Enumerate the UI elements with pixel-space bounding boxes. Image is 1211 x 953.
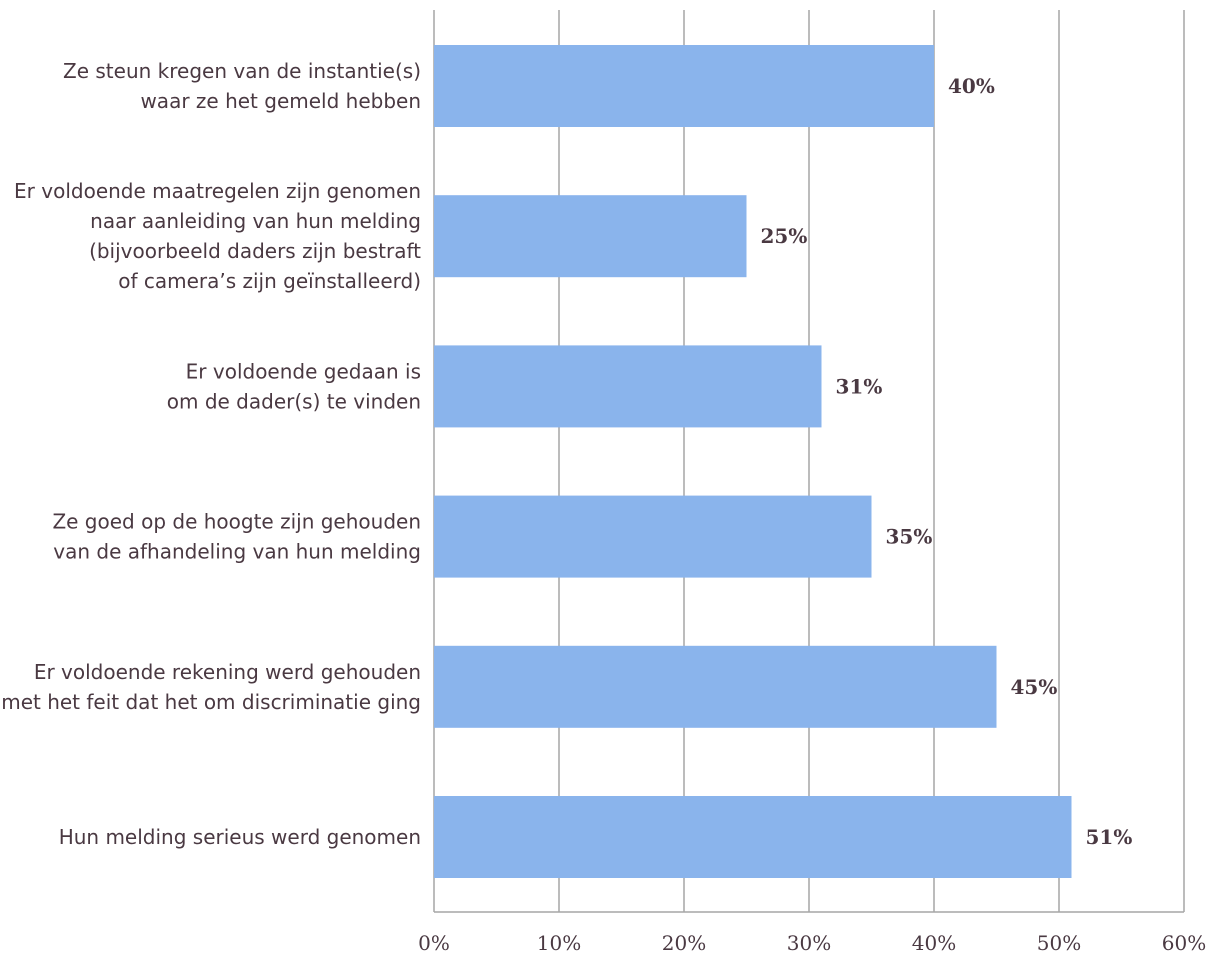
bar: [434, 345, 822, 428]
bar: [434, 195, 747, 278]
data-label: 40%: [948, 74, 995, 98]
data-label: 35%: [886, 525, 933, 549]
category-label: Hun melding serieus werd genomen: [59, 825, 421, 849]
category-label-line: (bijvoorbeeld daders zijn bestraft: [89, 239, 421, 263]
x-tick-label: 20%: [662, 931, 706, 953]
category-label-line: waar ze het gemeld hebben: [140, 89, 421, 113]
category-label-line: Hun melding serieus werd genomen: [59, 825, 421, 849]
category-label-line: naar aanleiding van hun melding: [90, 209, 421, 233]
x-tick-label: 30%: [787, 931, 831, 953]
bar: [434, 645, 997, 728]
category-label-line: Er voldoende maatregelen zijn genomen: [14, 179, 421, 203]
data-label: 31%: [836, 374, 883, 398]
category-label-line: van de afhandeling van hun melding: [53, 540, 421, 564]
data-label: 45%: [1011, 675, 1058, 699]
category-label-line: Er voldoende rekening werd gehouden: [34, 660, 421, 684]
category-labels: Ze steun kregen van de instantie(s) waar …: [1, 59, 421, 849]
bar: [434, 495, 872, 578]
x-tick-label: 50%: [1037, 931, 1081, 953]
category-label-line: Er voldoende gedaan is: [186, 359, 421, 383]
category-label-line: om de dader(s) te vinden: [167, 389, 421, 413]
category-label: Ze goed op de hoogte zijn gehouden van de…: [52, 510, 421, 564]
category-label-line: of camera’s zijn geïnstalleerd): [118, 269, 421, 293]
category-label-line: Ze steun kregen van de instantie(s): [63, 59, 421, 83]
data-label: 25%: [761, 224, 808, 248]
bars: [434, 45, 1072, 878]
x-axis: 0% 10% 20% 30% 40% 50% 60%: [418, 931, 1206, 953]
category-label: Er voldoende rekening werd gehouden met h…: [1, 660, 421, 714]
category-label: Er voldoende gedaan is om de dader(s) te …: [167, 359, 421, 413]
category-label-line: met het feit dat het om discriminatie gi…: [1, 690, 421, 714]
gridlines: [433, 10, 1185, 913]
category-label: Er voldoende maatregelen zijn genomen naa…: [14, 179, 421, 293]
x-tick-label: 0%: [418, 931, 450, 953]
bar: [434, 796, 1072, 878]
x-tick-label: 40%: [912, 931, 956, 953]
x-tick-label: 60%: [1162, 931, 1206, 953]
bar: [434, 45, 934, 127]
data-label: 51%: [1086, 825, 1133, 849]
value-labels: 40% 25% 31% 35% 45% 51%: [761, 74, 1133, 849]
category-label: Ze steun kregen van de instantie(s) waar …: [63, 59, 421, 113]
x-tick-label: 10%: [537, 931, 581, 953]
category-label-line: Ze goed op de hoogte zijn gehouden: [52, 510, 421, 534]
